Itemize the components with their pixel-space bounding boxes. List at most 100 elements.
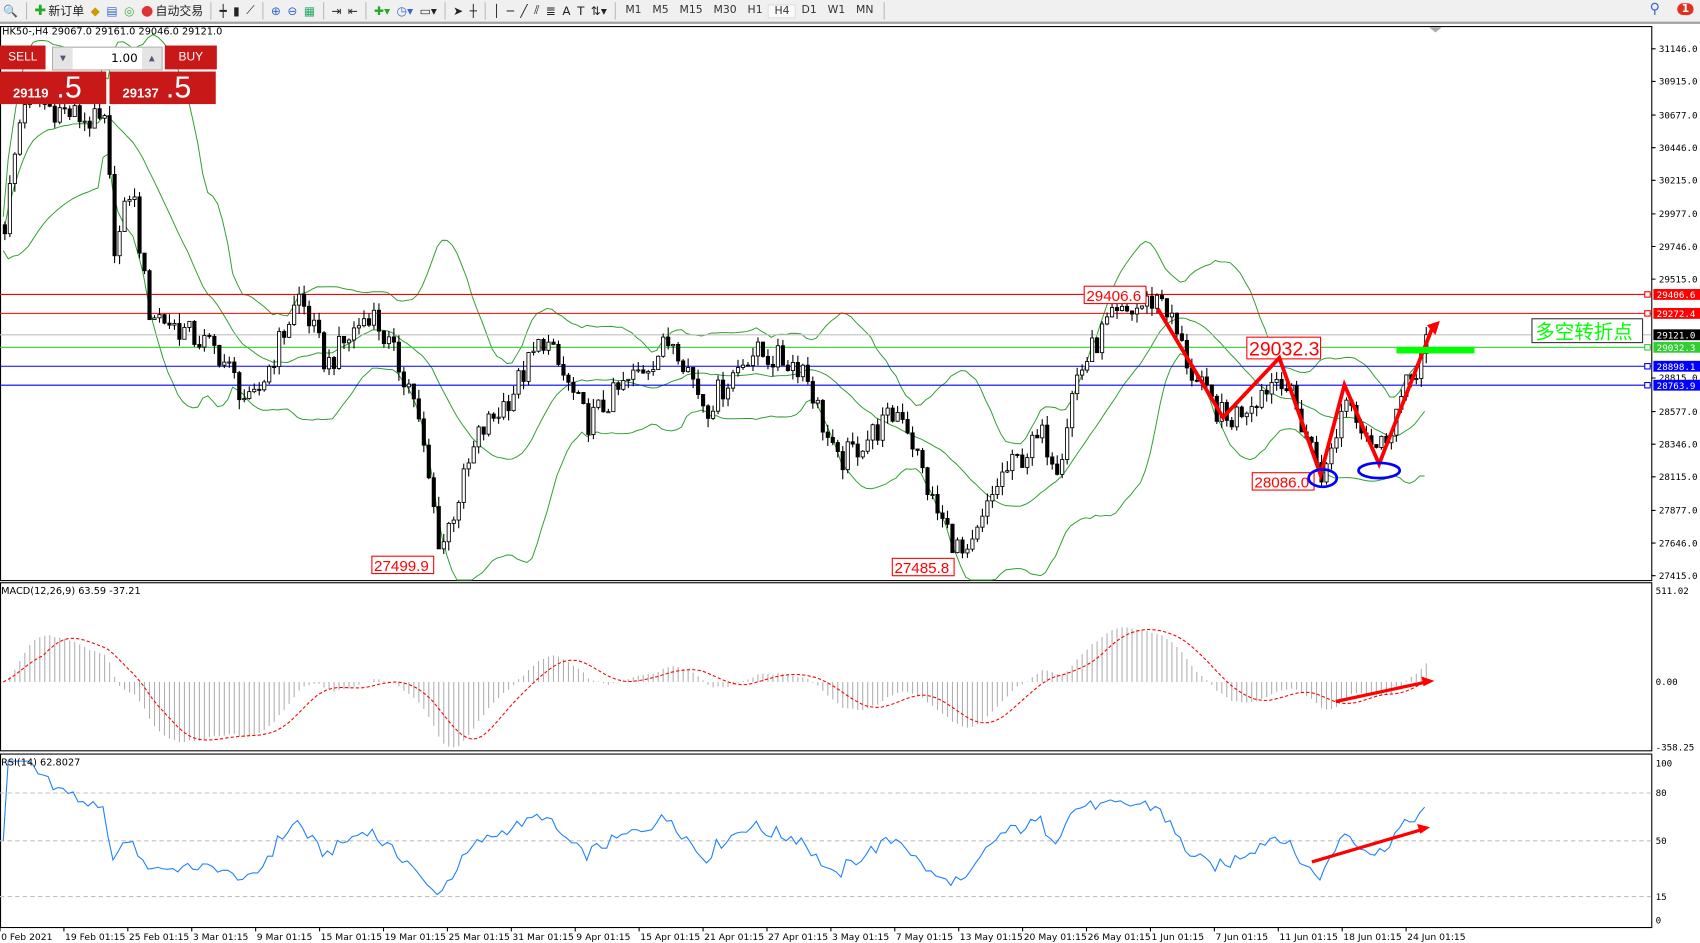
candle-body xyxy=(541,339,546,351)
timeframe-h1[interactable]: H1 xyxy=(747,3,763,16)
candle xyxy=(880,407,885,448)
candle xyxy=(1139,305,1145,310)
price-level-label: 29121.0 xyxy=(1657,331,1696,342)
candle xyxy=(312,313,317,333)
vertical-line-icon[interactable]: │ xyxy=(493,3,501,18)
text-label-icon[interactable]: T xyxy=(577,3,585,18)
candle xyxy=(770,355,775,377)
timeframe-m1[interactable]: M1 xyxy=(625,3,642,16)
price-annotation-box xyxy=(891,557,955,577)
tile-windows-icon[interactable]: ▦ xyxy=(303,3,316,18)
timeframe-m15[interactable]: M15 xyxy=(679,3,703,16)
candle xyxy=(521,360,526,390)
candle xyxy=(1179,325,1184,342)
candle-body xyxy=(686,367,691,373)
horizontal-line-icon[interactable]: ─ xyxy=(506,3,514,18)
candle xyxy=(865,430,870,455)
candle xyxy=(292,295,297,326)
candle-body xyxy=(262,381,267,391)
candle xyxy=(506,394,511,421)
auto-trading-icon: ● xyxy=(141,2,154,19)
time-tick-label: 13 May 01:15 xyxy=(960,932,1023,943)
timeframe-m5[interactable]: M5 xyxy=(652,3,669,16)
decrease-lot-button[interactable]: ▼ xyxy=(53,47,73,70)
templates-icon[interactable]: ▭▾ xyxy=(419,3,437,18)
bid-price-button[interactable]: 29119 .5 xyxy=(0,71,107,105)
navigator-icon[interactable]: ▤ xyxy=(106,3,118,18)
increase-lot-button[interactable]: ▲ xyxy=(142,47,162,70)
candle-body xyxy=(935,494,940,514)
candle-body xyxy=(1164,298,1169,318)
timeframe-h4[interactable]: H4 xyxy=(768,3,797,18)
candle-body xyxy=(995,485,1000,495)
candle-body xyxy=(142,252,147,272)
trendline-icon[interactable]: ╱ xyxy=(520,3,528,18)
lot-size-value[interactable]: 1.00 xyxy=(111,50,138,66)
candle-body xyxy=(980,515,985,528)
candle-body xyxy=(1015,453,1020,456)
timeframe-mn[interactable]: MN xyxy=(856,3,874,16)
candle-body xyxy=(840,451,845,471)
cursor-icon[interactable]: ➤ xyxy=(453,3,464,18)
notification-badge[interactable]: 1 xyxy=(1677,3,1694,16)
fibonacci-icon[interactable]: ≣ xyxy=(545,3,556,18)
line-chart-icon[interactable]: ⟋ xyxy=(246,3,255,18)
timeframe-d1[interactable]: D1 xyxy=(801,3,817,16)
bar-chart-icon[interactable]: ┿ xyxy=(219,3,227,18)
zoom-icon[interactable]: 🔍 xyxy=(3,3,19,18)
candle-body xyxy=(551,341,556,345)
signals-icon[interactable]: ◎ xyxy=(124,3,135,18)
candle-body xyxy=(990,494,995,502)
crosshair-icon[interactable]: ┼ xyxy=(469,3,477,18)
auto-trading-button[interactable]: ● 自动交易 xyxy=(138,1,207,21)
candle xyxy=(1259,383,1264,410)
autoscroll-icon[interactable]: ⇥ xyxy=(331,3,342,18)
periods-icon[interactable]: ◷▾ xyxy=(396,3,414,18)
timeframe-w1[interactable]: W1 xyxy=(827,3,846,16)
candle-body xyxy=(451,519,456,524)
candle-body xyxy=(825,431,830,438)
candle xyxy=(1045,416,1050,466)
candle-body xyxy=(805,364,810,382)
candle xyxy=(117,225,122,265)
timeframe-m30[interactable]: M30 xyxy=(713,3,737,16)
candle-body xyxy=(985,500,990,517)
candle xyxy=(82,112,87,132)
zoom-in-icon[interactable]: ⊕ xyxy=(270,3,281,18)
candle-body xyxy=(406,383,411,388)
candle-body xyxy=(1119,305,1125,311)
ask-price-button[interactable]: 29137 .5 xyxy=(109,71,216,105)
candle-body xyxy=(591,406,596,435)
candle xyxy=(97,101,102,121)
candle-body xyxy=(1259,389,1264,408)
divider xyxy=(614,2,616,20)
sell-button[interactable]: SELL xyxy=(0,45,46,70)
search-icon[interactable]: ⚲ xyxy=(1649,1,1660,18)
arrows-icon[interactable]: ⇅▾ xyxy=(590,3,607,18)
new-order-button[interactable]: ✚ 新订单 xyxy=(31,1,87,21)
candle xyxy=(302,285,307,315)
candle xyxy=(1264,384,1269,402)
candle-body xyxy=(7,183,12,235)
indicators-icon[interactable]: ✚▾ xyxy=(374,3,391,18)
one-click-trading-panel: SELL ▼ 1.00 ▲ BUY 29119 .5 29137 .5 xyxy=(0,45,217,105)
zoom-out-icon[interactable]: ⊖ xyxy=(287,3,298,18)
candle xyxy=(611,377,616,413)
lot-size-stepper[interactable]: ▼ 1.00 ▲ xyxy=(52,46,163,71)
candlestick-icon[interactable]: ▮ xyxy=(233,3,240,18)
candle xyxy=(366,313,372,328)
market-watch-icon[interactable]: ◆ xyxy=(90,3,100,18)
candle xyxy=(890,405,895,423)
chart-shift-icon[interactable]: ⇤ xyxy=(347,3,358,18)
candle xyxy=(1339,403,1344,447)
candle-body xyxy=(302,293,307,307)
candle-body xyxy=(975,526,980,540)
candle-body xyxy=(331,357,337,369)
text-icon[interactable]: A xyxy=(562,3,571,18)
channel-icon[interactable]: ⫽ xyxy=(534,3,540,18)
candle-body xyxy=(386,336,391,345)
candle xyxy=(845,437,850,474)
buy-button[interactable]: BUY xyxy=(164,45,217,70)
